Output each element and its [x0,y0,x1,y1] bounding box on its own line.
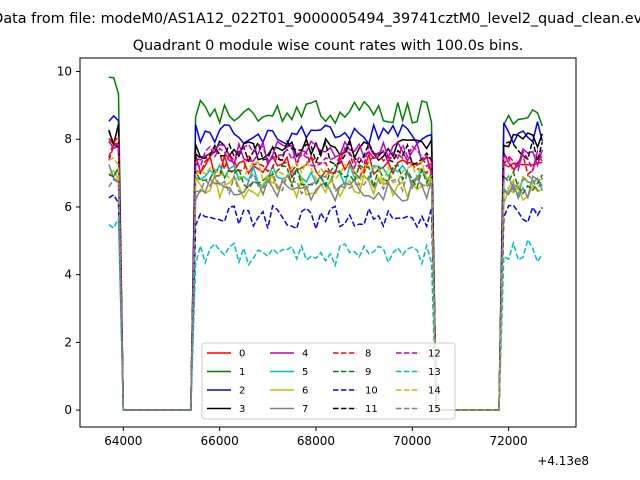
legend-label-3: 3 [239,404,245,415]
legend-label-12: 12 [428,349,441,360]
x-tick-label: 66000 [201,434,239,448]
legend-label-11: 11 [365,404,378,415]
x-tick-label: 70000 [393,434,431,448]
figure-suptitle: Data from file: modeM0/AS1A12_022T01_900… [0,11,640,27]
y-tick-label: 8 [64,132,72,146]
legend-label-0: 0 [239,349,245,360]
chart-title: Quadrant 0 module wise count rates with … [133,38,524,54]
legend-label-9: 9 [365,367,371,378]
legend-label-15: 15 [428,404,441,415]
legend-label-13: 13 [428,367,441,378]
y-tick-label: 2 [64,335,72,349]
series-layer [108,76,544,411]
legend-label-6: 6 [302,386,308,397]
series-line-14 [108,157,543,411]
legend-label-8: 8 [365,349,371,360]
legend-label-7: 7 [302,404,308,415]
x-offset-label: +4.13e8 [537,454,589,468]
x-tick-label: 64000 [104,434,142,448]
x-axis: 64000 66000 68000 70000 72000 [104,427,528,448]
y-axis: 0 2 4 6 8 10 [57,65,80,417]
legend-label-5: 5 [302,367,308,378]
y-tick-label: 4 [64,268,72,282]
axes-frame [79,57,577,428]
x-tick-label: 72000 [489,434,527,448]
y-tick-label: 10 [57,65,72,79]
y-tick-label: 0 [64,403,72,417]
legend-label-4: 4 [302,349,308,360]
legend-label-2: 2 [239,386,245,397]
legend-label-10: 10 [365,386,378,397]
legend-label-1: 1 [239,367,245,378]
x-tick-label: 68000 [297,434,335,448]
series-line-15 [108,168,544,411]
legend-label-14: 14 [428,386,441,397]
y-tick-label: 6 [64,200,72,214]
legend-box [201,342,456,420]
series-line-13 [108,217,543,411]
